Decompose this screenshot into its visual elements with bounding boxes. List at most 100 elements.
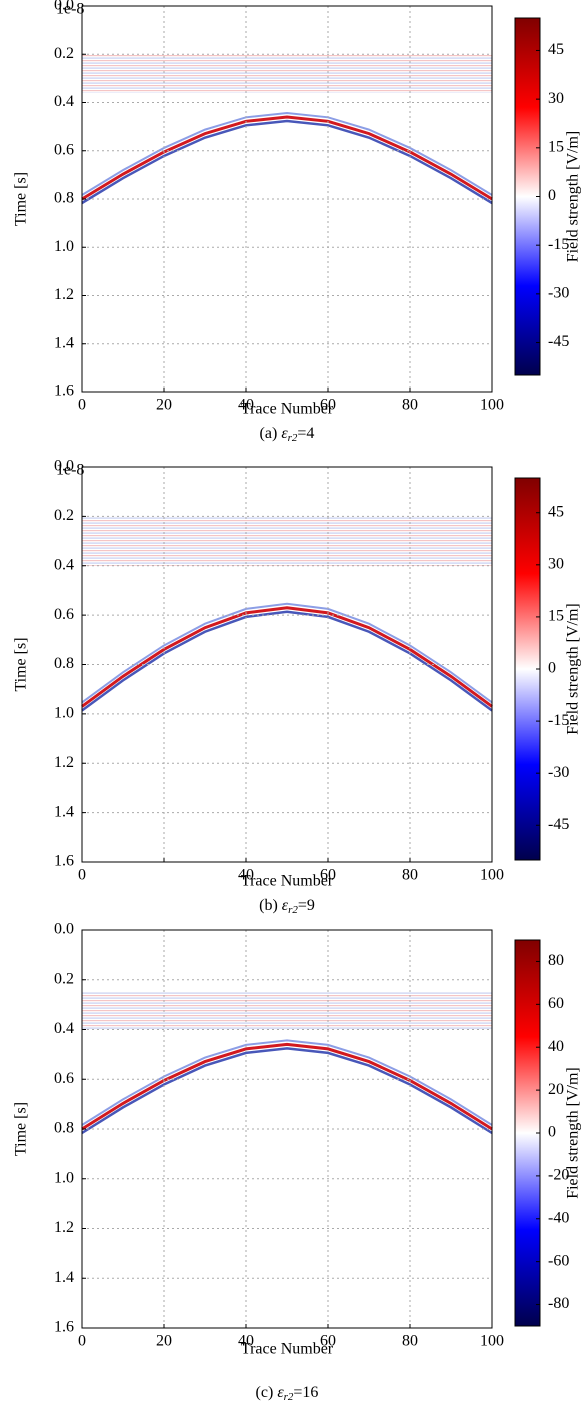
y-tick-label: 0.8 bbox=[54, 1120, 74, 1137]
x-axis-label: Trace Number bbox=[241, 401, 334, 418]
x-tick-label: 60 bbox=[320, 867, 336, 884]
plot-frame bbox=[81, 929, 493, 1329]
caption-prefix: (c) bbox=[256, 1384, 278, 1401]
caption-prefix: (b) bbox=[259, 897, 282, 914]
offset-text: 1e-8 bbox=[56, 462, 84, 479]
reflection bbox=[81, 115, 493, 201]
colorbar-tick-label: 30 bbox=[548, 90, 564, 107]
x-tick-label: 40 bbox=[238, 397, 254, 414]
offset-text: 1e-8 bbox=[56, 1, 84, 18]
x-tick-label: 20 bbox=[156, 1333, 172, 1350]
y-tick-label: 0.2 bbox=[54, 507, 74, 524]
caption-symbol: ε bbox=[277, 1384, 284, 1401]
caption: (c) εr2=16 bbox=[256, 1384, 319, 1403]
y-tick-label: 1.2 bbox=[54, 286, 74, 303]
colorbar bbox=[514, 939, 541, 1327]
x-tick-label: 80 bbox=[402, 867, 418, 884]
colorbar-tick-label: -15 bbox=[548, 236, 569, 253]
y-tick-label: 0.6 bbox=[54, 141, 74, 158]
x-tick-label: 20 bbox=[156, 397, 172, 414]
colorbar-tick-label: 60 bbox=[548, 995, 564, 1012]
y-axis-label: Time [s] bbox=[13, 637, 30, 691]
colorbar-tick-label: 45 bbox=[548, 503, 564, 520]
x-tick-label: 60 bbox=[320, 1333, 336, 1350]
colorbar-label: Field strength [V/m] bbox=[565, 1067, 582, 1199]
x-tick-label: 0 bbox=[78, 867, 86, 884]
y-axis-label: Time [s] bbox=[13, 1102, 30, 1156]
colorbar-tick-label: -45 bbox=[548, 333, 569, 350]
caption: (b) εr2=9 bbox=[259, 897, 315, 916]
caption-symbol: ε bbox=[281, 425, 288, 442]
y-tick-label: 0.6 bbox=[54, 1070, 74, 1087]
y-tick-label: 1.4 bbox=[54, 1269, 74, 1286]
colorbar-tick-label: -15 bbox=[548, 712, 569, 729]
x-axis-label: Trace Number bbox=[241, 1341, 334, 1358]
colorbar-tick-label: 40 bbox=[548, 1038, 564, 1055]
y-tick-label: 0.0 bbox=[54, 0, 74, 14]
y-tick-label: 0.4 bbox=[54, 93, 74, 110]
colorbar-tick-label: -60 bbox=[548, 1252, 569, 1269]
caption-suffix: =4 bbox=[297, 425, 314, 442]
caption-symbol: ε bbox=[282, 897, 289, 914]
reflection bbox=[81, 1042, 493, 1131]
caption-prefix: (a) bbox=[260, 425, 282, 442]
colorbar-tick-label: 0 bbox=[548, 660, 556, 677]
colorbar-tick-label: 45 bbox=[548, 41, 564, 58]
y-tick-label: 1.6 bbox=[54, 1319, 74, 1336]
reflection-halo bbox=[81, 602, 493, 704]
caption-subscript: r2 bbox=[288, 432, 298, 444]
y-tick-label: 1.6 bbox=[54, 383, 74, 400]
y-tick-label: 0.2 bbox=[54, 970, 74, 987]
y-tick-label: 0.0 bbox=[54, 458, 74, 475]
reflection-halo bbox=[81, 111, 493, 196]
colorbar-tick-label: -30 bbox=[548, 285, 569, 302]
caption-suffix: =9 bbox=[298, 897, 315, 914]
colorbar-tick-label: -40 bbox=[548, 1209, 569, 1226]
x-tick-label: 40 bbox=[238, 867, 254, 884]
colorbar bbox=[514, 17, 541, 376]
y-tick-label: 0.6 bbox=[54, 606, 74, 623]
y-tick-label: 0.8 bbox=[54, 190, 74, 207]
colorbar bbox=[514, 477, 541, 861]
plot-frame bbox=[81, 466, 493, 863]
colorbar-tick-label: 80 bbox=[548, 952, 564, 969]
reflection-halo bbox=[81, 610, 493, 712]
y-tick-label: 0.8 bbox=[54, 655, 74, 672]
reflection bbox=[81, 606, 493, 708]
clutter-band bbox=[82, 516, 492, 566]
reflection-halo bbox=[81, 1039, 493, 1126]
clutter-band bbox=[82, 992, 492, 1030]
y-tick-label: 0.2 bbox=[54, 45, 74, 62]
x-tick-label: 0 bbox=[78, 397, 86, 414]
colorbar-tick-label: -80 bbox=[548, 1295, 569, 1312]
y-tick-label: 1.4 bbox=[54, 334, 74, 351]
y-tick-label: 0.4 bbox=[54, 1020, 74, 1037]
colorbar-tick-label: 20 bbox=[548, 1081, 564, 1098]
colorbar-tick-label: 15 bbox=[548, 138, 564, 155]
y-tick-label: 0.0 bbox=[54, 921, 74, 938]
y-tick-label: 1.6 bbox=[54, 853, 74, 870]
colorbar-tick-label: 30 bbox=[548, 555, 564, 572]
colorbar-tick-label: 15 bbox=[548, 608, 564, 625]
y-tick-label: 1.4 bbox=[54, 803, 74, 820]
x-tick-label: 40 bbox=[238, 1333, 254, 1350]
caption: (a) εr2=4 bbox=[260, 425, 315, 444]
colorbar-tick-label: 0 bbox=[548, 187, 556, 204]
reflection-halo bbox=[81, 1047, 493, 1135]
caption-subscript: r2 bbox=[284, 1391, 294, 1403]
x-tick-label: 80 bbox=[402, 1333, 418, 1350]
clutter-band bbox=[82, 54, 492, 93]
y-tick-label: 1.0 bbox=[54, 238, 74, 255]
caption-subscript: r2 bbox=[288, 904, 298, 916]
y-axis-label: Time [s] bbox=[13, 172, 30, 226]
x-tick-label: 60 bbox=[320, 397, 336, 414]
plot-frame bbox=[81, 5, 493, 393]
y-tick-label: 1.2 bbox=[54, 1219, 74, 1236]
x-tick-label: 100 bbox=[480, 1333, 504, 1350]
x-tick-label: 100 bbox=[480, 867, 504, 884]
colorbar-tick-label: -20 bbox=[548, 1167, 569, 1184]
colorbar-tick-label: 0 bbox=[548, 1124, 556, 1141]
x-tick-label: 100 bbox=[480, 397, 504, 414]
colorbar-tick-label: -30 bbox=[548, 764, 569, 781]
